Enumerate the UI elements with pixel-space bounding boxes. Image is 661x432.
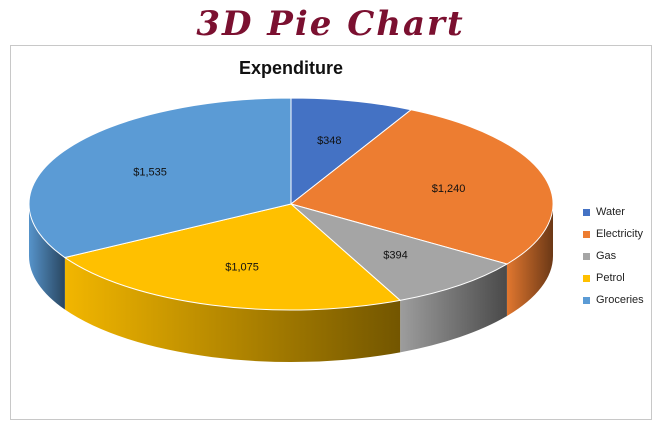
data-labels: $348 $1,240 $394 $1,075 $1,535 — [133, 135, 465, 274]
pie-side-gas — [400, 264, 507, 353]
pie-top — [28, 97, 554, 311]
pie-slice-gas — [290, 203, 509, 301]
legend-item-gas: Gas — [583, 245, 644, 267]
data-label-gas: $394 — [383, 249, 407, 261]
pie-side-walls — [29, 204, 553, 362]
pie-side-electricity — [506, 204, 553, 317]
banner-title: 3D Pie Chart — [196, 4, 465, 44]
chart-title: Expenditure — [238, 58, 344, 78]
pie-slice-electricity — [289, 109, 554, 265]
legend-label-petrol: Petrol — [596, 272, 625, 284]
pie-slice-water — [290, 97, 413, 206]
legend-swatch-electricity — [583, 230, 590, 238]
legend-label-gas: Gas — [596, 250, 617, 262]
legend-label-groceries: Groceries — [596, 294, 644, 306]
legend-item-water: Water — [583, 201, 644, 223]
pie-chart: $348 $1,240 $394 $1,075 $1,535 — [28, 97, 554, 362]
pie-slice-petrol — [63, 203, 402, 311]
legend-label-electricity: Electricity — [596, 228, 644, 240]
pie-side-petrol — [64, 257, 401, 362]
chart-area: Expenditure $348 $1,240 $394 $1,075 $1,535 W… — [10, 45, 652, 420]
pie-side-groceries — [29, 204, 65, 310]
legend-swatch-groceries — [583, 296, 590, 304]
legend-item-electricity: Electricity — [583, 223, 644, 245]
data-label-petrol: $1,075 — [225, 262, 259, 274]
legend-swatch-water — [583, 208, 590, 216]
data-label-electricity: $1,240 — [432, 183, 466, 195]
legend-item-groceries: Groceries — [583, 289, 644, 311]
legend: Water Electricity Gas Petrol Groceries — [583, 201, 644, 311]
legend-swatch-gas — [583, 252, 590, 260]
pie-slice-groceries — [28, 97, 292, 259]
data-label-water: $348 — [317, 135, 341, 147]
legend-item-petrol: Petrol — [583, 267, 644, 289]
data-label-groceries: $1,535 — [133, 166, 167, 178]
legend-swatch-petrol — [583, 274, 590, 282]
legend-label-water: Water — [596, 206, 625, 218]
